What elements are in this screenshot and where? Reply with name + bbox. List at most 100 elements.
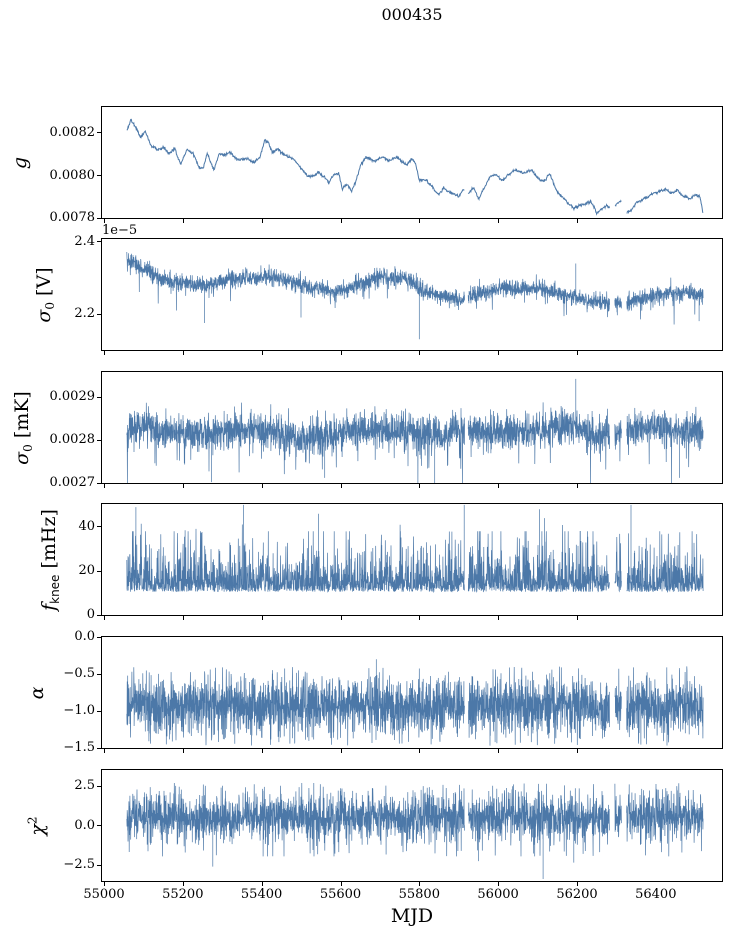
y-axis-label-segment: [V] xyxy=(33,266,55,302)
x-tick-mark xyxy=(419,749,421,753)
series-line-sigma0-mk xyxy=(126,378,704,483)
x-tick-label: 56200 xyxy=(556,887,598,902)
y-tick-mark xyxy=(97,132,101,134)
subplot-gain xyxy=(101,106,723,219)
y-tick-label: 0.0 xyxy=(74,629,95,644)
series-plot-area xyxy=(126,118,704,216)
series-plot-area xyxy=(126,783,704,879)
y-axis-label-segment: σ xyxy=(33,309,55,323)
x-tick-mark xyxy=(498,882,500,886)
x-tick-mark xyxy=(104,882,105,886)
y-tick-label: 0.0027 xyxy=(49,475,96,490)
subplot-alpha xyxy=(101,636,723,749)
y-axis-label-sigma0-volts: σ0 [V] xyxy=(33,267,57,322)
y-tick-mark xyxy=(97,570,101,572)
x-tick-mark xyxy=(577,749,578,753)
series-line-alpha xyxy=(126,659,704,746)
series-plot-area xyxy=(126,251,704,340)
y-tick-label: 0.0028 xyxy=(49,432,96,447)
x-tick-mark xyxy=(104,351,105,355)
y-tick-mark xyxy=(97,710,101,712)
y-tick-label: 0.0080 xyxy=(49,167,96,183)
subplot-sigma0-volts xyxy=(101,238,723,351)
x-tick-mark xyxy=(182,219,184,223)
subplot-sigma0-mk xyxy=(101,371,723,484)
x-tick-mark xyxy=(104,616,105,620)
y-tick-mark xyxy=(97,636,101,638)
y-tick-mark xyxy=(97,217,101,219)
x-axis-label: MJD xyxy=(390,905,434,927)
y-axis-label-segment: 0 xyxy=(43,301,57,310)
x-tick-mark xyxy=(577,351,578,355)
x-tick-mark xyxy=(498,749,500,753)
x-tick-label: 55400 xyxy=(240,887,283,902)
x-tick-mark xyxy=(182,749,184,753)
y-tick-mark xyxy=(97,439,101,441)
y-axis-label-gain: g xyxy=(9,156,31,168)
y-tick-label: 40 xyxy=(78,518,95,534)
y-tick-mark xyxy=(97,614,101,616)
x-tick-mark xyxy=(419,882,421,886)
x-tick-mark xyxy=(182,882,184,886)
x-tick-mark xyxy=(182,351,184,355)
y-axis-label-fknee: fknee [mHz] xyxy=(38,509,62,611)
subplot-chi2 xyxy=(101,769,723,882)
y-tick-mark xyxy=(97,241,101,243)
x-tick-mark xyxy=(419,219,421,223)
series-line-sigma0-volts xyxy=(126,251,704,340)
x-tick-mark xyxy=(104,219,105,223)
x-tick-mark xyxy=(340,616,342,620)
x-tick-label: 56000 xyxy=(477,887,519,902)
series-plot-area xyxy=(126,504,704,594)
y-tick-label: −2.5 xyxy=(63,857,95,872)
x-tick-mark xyxy=(182,616,184,620)
y-tick-label: 0 xyxy=(86,607,95,622)
x-tick-mark xyxy=(340,219,342,223)
x-tick-mark xyxy=(104,749,105,753)
y-axis-label-segment: σ xyxy=(11,451,33,465)
x-tick-mark xyxy=(577,616,578,620)
y-axis-label-chi2: χ2 xyxy=(26,816,49,835)
y-tick-mark xyxy=(97,785,101,787)
axis-offset-text: 1e−5 xyxy=(102,223,138,238)
y-tick-mark xyxy=(97,864,101,866)
x-tick-mark xyxy=(577,882,578,886)
y-tick-label: 2.4 xyxy=(74,233,95,249)
subplot-fknee xyxy=(101,503,723,616)
series-line-gain xyxy=(126,118,704,216)
x-tick-mark xyxy=(498,351,500,355)
x-tick-label: 55000 xyxy=(83,887,125,902)
series-plot-area xyxy=(126,659,704,746)
y-tick-mark xyxy=(97,396,101,398)
y-tick-mark xyxy=(97,313,101,315)
y-tick-label: 0.0078 xyxy=(49,210,96,225)
y-axis-label-segment: α xyxy=(26,686,48,699)
series-plot-area xyxy=(126,378,704,483)
y-axis-label-segment: 2 xyxy=(25,815,40,824)
y-tick-mark xyxy=(97,825,101,826)
y-axis-label-sigma0-mk: σ0 [mK] xyxy=(11,391,35,465)
x-tick-mark xyxy=(261,484,263,488)
y-axis-label-segment: [mHz] xyxy=(38,508,60,575)
x-tick-label: 55200 xyxy=(162,887,204,902)
series-line-fknee xyxy=(126,504,704,594)
x-tick-mark xyxy=(261,882,263,886)
y-tick-label: 0.0082 xyxy=(49,124,96,140)
y-axis-label-segment: f xyxy=(38,603,60,611)
x-tick-mark xyxy=(261,351,263,355)
x-tick-label: 56400 xyxy=(635,887,677,902)
y-tick-label: 0.0 xyxy=(74,817,95,833)
y-tick-label: 2.5 xyxy=(74,778,95,793)
y-tick-mark xyxy=(97,747,101,749)
y-axis-label-alpha: α xyxy=(26,686,48,699)
x-tick-mark xyxy=(261,616,263,620)
y-tick-mark xyxy=(97,673,101,675)
y-tick-mark xyxy=(97,526,101,528)
y-tick-mark xyxy=(97,175,101,176)
y-tick-label: 20 xyxy=(78,563,95,578)
y-axis-label-segment: 0 xyxy=(21,443,35,452)
x-tick-mark xyxy=(498,219,500,223)
y-tick-label: 2.2 xyxy=(74,306,95,321)
x-tick-mark xyxy=(340,749,342,753)
